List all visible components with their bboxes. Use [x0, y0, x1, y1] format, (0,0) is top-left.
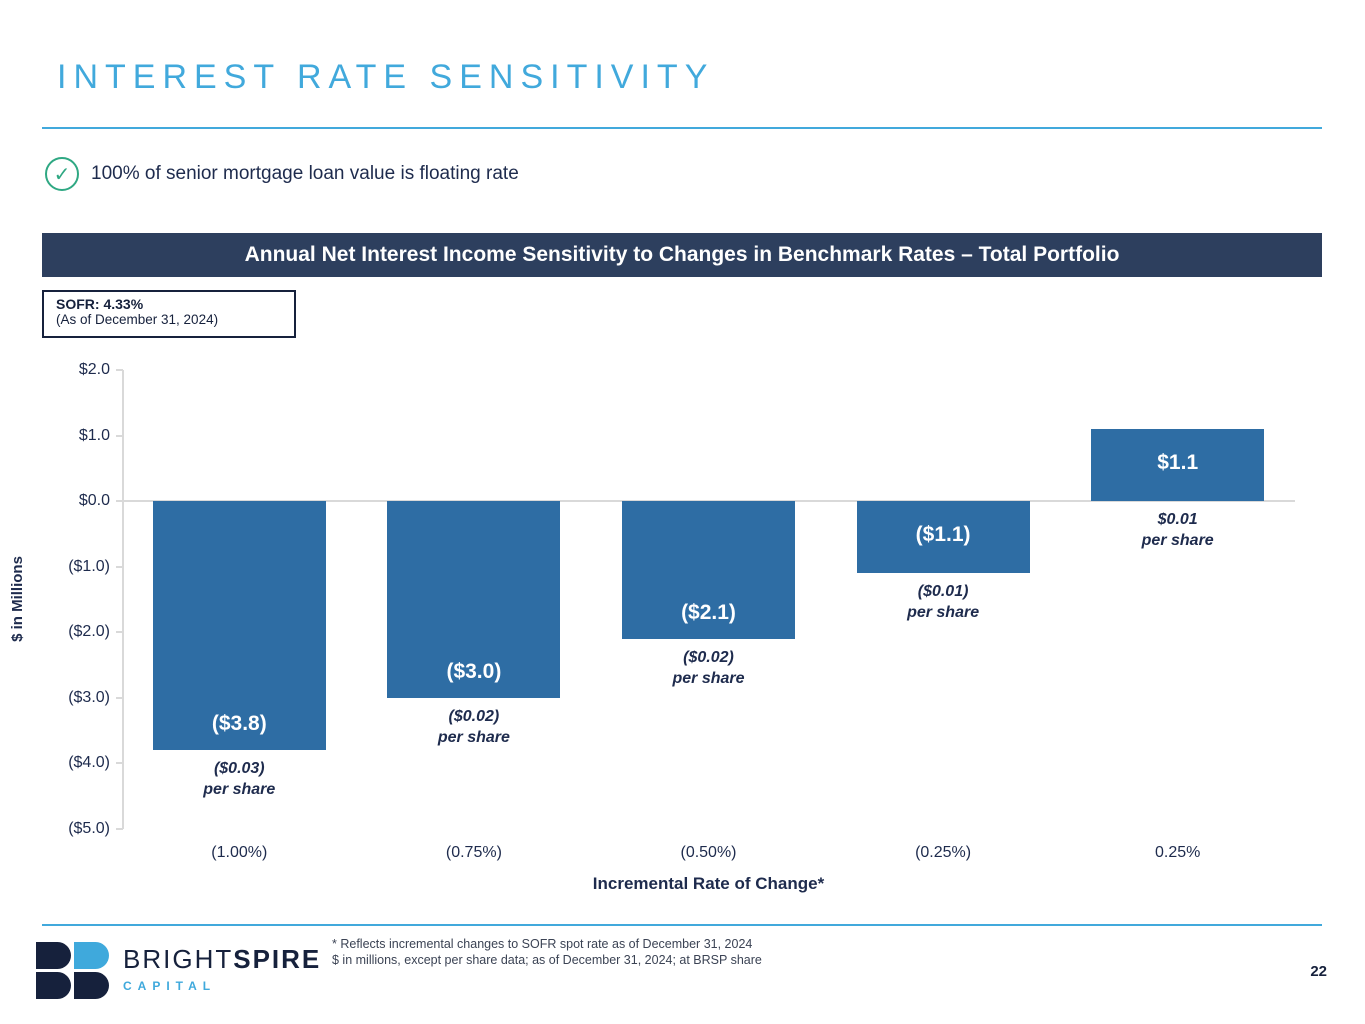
bar-(0.25%) [856, 501, 1030, 574]
brightspire-logo: BRIGHTSPIRE CAPITAL [36, 942, 321, 999]
sofr-as-of-date: (As of December 31, 2024) [56, 312, 219, 327]
y-axis-tick-label: ($1.0) [68, 557, 110, 575]
y-axis-tick [116, 434, 123, 437]
logo-subtitle: CAPITAL [123, 979, 217, 993]
per-share-label: ($0.02) per share [672, 648, 745, 687]
x-axis-category-label: (0.25%) [915, 844, 972, 861]
bar-(0.75%) [387, 501, 561, 698]
y-axis-tick-label: $1.0 [78, 426, 110, 444]
key-point-text: 100% of senior mortgage loan value is fl… [91, 163, 519, 184]
bar-value-label: ($2.1) [681, 600, 736, 624]
logo-brand-light: BRIGHT [123, 944, 234, 974]
bar-value-label: ($3.8) [211, 711, 267, 735]
per-share-label: ($0.03) per share [203, 759, 276, 798]
bar-value-label: ($3.0) [446, 659, 502, 683]
footer-divider [42, 924, 1322, 926]
y-axis-title: $ in Millions [9, 556, 26, 642]
x-axis-category-label: (0.50%) [680, 844, 737, 861]
sofr-callout-box: SOFR: 4.33% (As of December 31, 2024) [42, 290, 296, 338]
y-axis-tick [116, 565, 123, 568]
footnote-line-2: $ in millions, except per share data; as… [332, 952, 762, 967]
y-axis-tick [116, 827, 123, 830]
y-axis-tick-label: $2.0 [78, 361, 110, 378]
logo-block-top-left [36, 942, 71, 969]
bar-(1.00%) [152, 501, 326, 750]
page-title: INTEREST RATE SENSITIVITY [57, 58, 715, 96]
brightspire-logo-icon [36, 942, 109, 999]
check-circle-icon: ✓ [45, 157, 79, 191]
x-axis-category-label: (0.75%) [445, 844, 502, 861]
logo-text: BRIGHTSPIRE CAPITAL [123, 942, 321, 999]
per-share-label: ($0.01) per share [907, 583, 980, 622]
logo-block-bottom-right [74, 972, 109, 999]
y-axis-tick-label: ($3.0) [68, 688, 110, 706]
y-axis-tick-label: ($5.0) [68, 819, 110, 837]
key-point-row: ✓ 100% of senior mortgage loan value is … [45, 157, 519, 191]
bar-(0.50%) [622, 501, 795, 639]
y-axis-tick-label: ($2.0) [68, 623, 110, 640]
x-axis-category-label: (1.00%) [211, 844, 268, 861]
bar-value-label: $1.1 [1157, 450, 1199, 474]
y-axis-tick [116, 696, 123, 699]
y-axis-tick [116, 631, 123, 633]
y-axis-tick [116, 500, 123, 502]
per-share-label: ($0.02) per share [437, 707, 510, 746]
x-axis-category-label: 0.25% [1155, 844, 1201, 861]
sofr-rate: SOFR: 4.33% [56, 296, 144, 312]
logo-block-bottom-left [36, 972, 71, 999]
y-axis-tick-label: ($4.0) [68, 754, 110, 771]
per-share-label: $0.01 per share [1141, 511, 1214, 549]
bar-value-label: ($1.1) [915, 523, 971, 547]
y-axis-tick [116, 762, 123, 764]
chart-title-banner: Annual Net Interest Income Sensitivity t… [42, 233, 1322, 277]
y-axis-line [122, 370, 124, 829]
title-divider [42, 127, 1322, 129]
footnote-line-1: * Reflects incremental changes to SOFR s… [332, 937, 753, 951]
logo-brand-bold: SPIRE [233, 944, 322, 974]
bar-0.25% [1091, 428, 1265, 501]
x-axis-title: Incremental Rate of Change* [592, 874, 825, 893]
footnotes: * Reflects incremental changes to SOFR s… [332, 937, 762, 968]
logo-block-top-right [74, 942, 109, 969]
y-axis-tick-label: $0.0 [78, 492, 110, 509]
page-number: 22 [1310, 963, 1327, 980]
y-axis-tick [116, 369, 123, 371]
